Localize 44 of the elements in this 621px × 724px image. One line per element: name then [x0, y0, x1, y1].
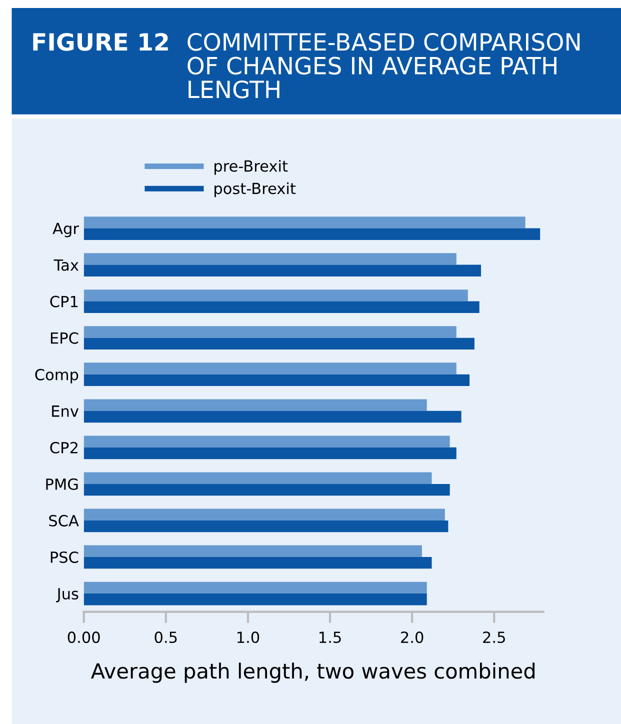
bar [84, 399, 427, 411]
bar [84, 447, 456, 460]
y-tick-label: EPC [50, 332, 78, 344]
x-tick-label: 2.5 [483, 631, 505, 644]
x-axis-title: Average path length, two waves combined [90, 662, 534, 683]
bar [84, 508, 445, 520]
bar [84, 594, 427, 606]
bar [84, 362, 456, 374]
y-tick-label: Tax [54, 259, 78, 271]
y-tick-label: Agr [52, 222, 79, 238]
y-tick-label: PSC [50, 551, 78, 564]
legend-label: post-Brexit [214, 182, 296, 198]
y-tick-label: Comp [35, 368, 78, 384]
bar [84, 545, 422, 557]
bar [84, 436, 450, 448]
chart-title: FIGURE 12 [33, 32, 168, 51]
bar [84, 290, 468, 302]
x-tick-label: 0.00 [68, 631, 100, 644]
bar [84, 264, 482, 276]
bar [84, 484, 450, 496]
y-tick-label: CP1 [50, 296, 78, 308]
bar [84, 410, 462, 423]
bar [84, 326, 456, 338]
y-tick-label: CP2 [50, 442, 78, 454]
y-tick-label: Env [52, 406, 79, 417]
bar [84, 582, 427, 594]
bar [84, 338, 474, 350]
y-tick-label: SCA [49, 514, 79, 526]
bar [84, 301, 480, 313]
bar [84, 216, 526, 228]
bar [84, 228, 540, 240]
bar [84, 253, 456, 265]
chart-subtitle: COMMITTEE-BASED COMPARISON OF CHANGES IN AVERAGE PATH LENGTH [188, 32, 580, 98]
bar [84, 520, 448, 532]
y-tick-label: PMG [46, 478, 78, 490]
legend-label: pre-Brexit [214, 160, 288, 175]
x-tick-label: 1.0 [237, 631, 260, 644]
bar [84, 472, 432, 484]
x-tick-label: 1.5 [320, 632, 341, 644]
y-tick-label: Jus [56, 588, 78, 602]
bar [84, 374, 470, 386]
x-tick-label: 0.5 [154, 631, 177, 644]
bar [84, 556, 432, 569]
x-tick-label: 2.0 [401, 631, 424, 644]
